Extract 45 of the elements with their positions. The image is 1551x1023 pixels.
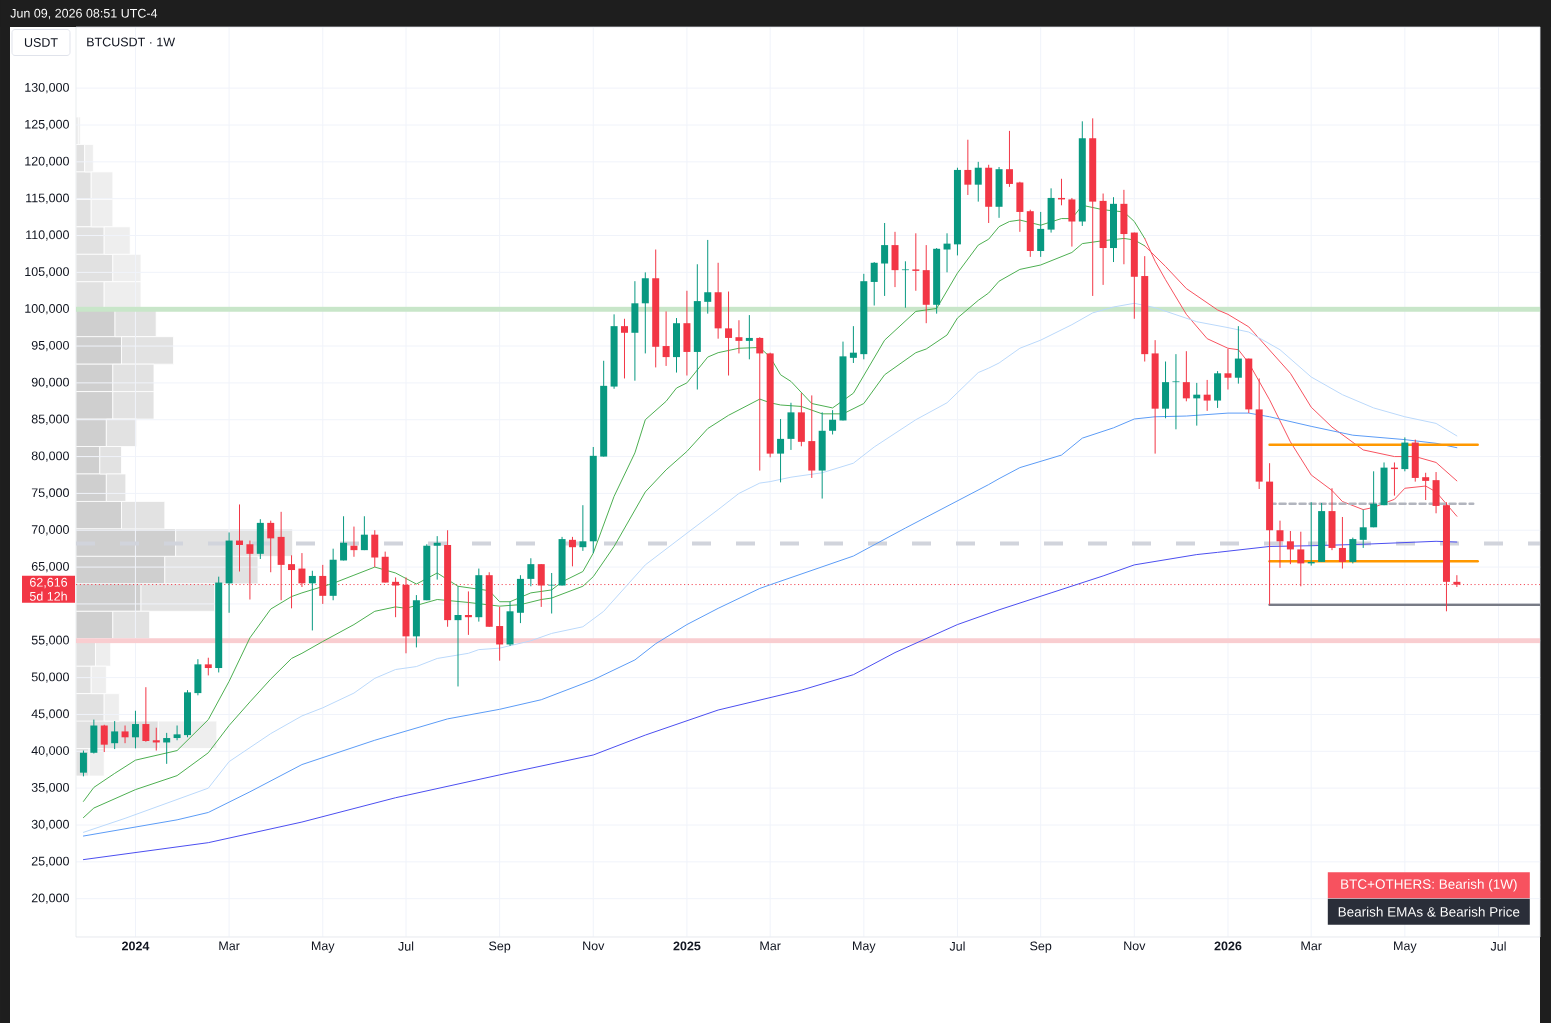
y-tick-label: 20,000 — [31, 893, 69, 904]
x-tick-label: May — [1394, 941, 1417, 953]
x-tick-label: May — [311, 941, 335, 953]
y-tick-label: 105,000 — [25, 267, 69, 278]
y-tick-label: 80,000 — [31, 451, 69, 462]
text: BTCUSDT · 1W — [87, 37, 176, 47]
annotation: Bearish EMAs & Bearish Price — [1338, 906, 1520, 917]
x-tick-label: 2025 — [673, 941, 701, 951]
y-tick-label: 40,000 — [31, 746, 69, 757]
x-tick-label: Mar — [760, 941, 781, 951]
x-tick-label: Sep — [489, 941, 511, 953]
x-tick-label: Jul — [1490, 941, 1506, 951]
text: 5d 12h — [29, 591, 67, 601]
y-tick-label: 115,000 — [26, 193, 69, 204]
y-tick-label: 25,000 — [31, 856, 69, 867]
x-tick-label: Mar — [1301, 941, 1322, 951]
y-tick-label: 90,000 — [31, 377, 69, 389]
x-tick-label: 2026 — [1214, 941, 1242, 951]
x-tick-label: Sep — [1030, 941, 1052, 953]
x-tick-label: Jul — [949, 941, 965, 951]
y-tick-label: 110,000 — [26, 230, 69, 241]
y-tick-label: 120,000 — [25, 156, 69, 167]
text: Jun 09, 2026 08:51 UTC-4 — [10, 8, 158, 20]
x-tick-label: 2024 — [122, 941, 150, 951]
y-tick-label: 45,000 — [31, 709, 69, 720]
x-tick-label: Nov — [1124, 941, 1146, 951]
x-tick-label: Mar — [219, 941, 240, 951]
y-tick-label: 85,000 — [31, 414, 69, 425]
y-axis-title: USDT — [24, 38, 58, 47]
y-tick-label: 125,000 — [25, 119, 69, 131]
y-tick-label: 55,000 — [31, 635, 69, 646]
y-tick-label: 130,000 — [25, 82, 69, 94]
y-tick-label: 30,000 — [31, 819, 69, 831]
y-tick-label: 95,000 — [31, 340, 69, 352]
ref-line-label: 62,616 — [30, 577, 68, 589]
x-tick-label: Jul — [398, 941, 414, 951]
y-tick-label: 75,000 — [31, 488, 69, 499]
x-tick-label: May — [853, 941, 876, 953]
y-tick-label: 65,000 — [31, 561, 69, 573]
y-tick-label: 50,000 — [31, 672, 69, 683]
annotation: BTC+OTHERS: Bearish (1W) — [1341, 878, 1517, 892]
y-tick-label: 100,000 — [25, 304, 69, 315]
y-tick-label: 35,000 — [31, 782, 69, 794]
x-tick-label: Nov — [583, 941, 605, 951]
y-tick-label: 70,000 — [31, 525, 69, 536]
